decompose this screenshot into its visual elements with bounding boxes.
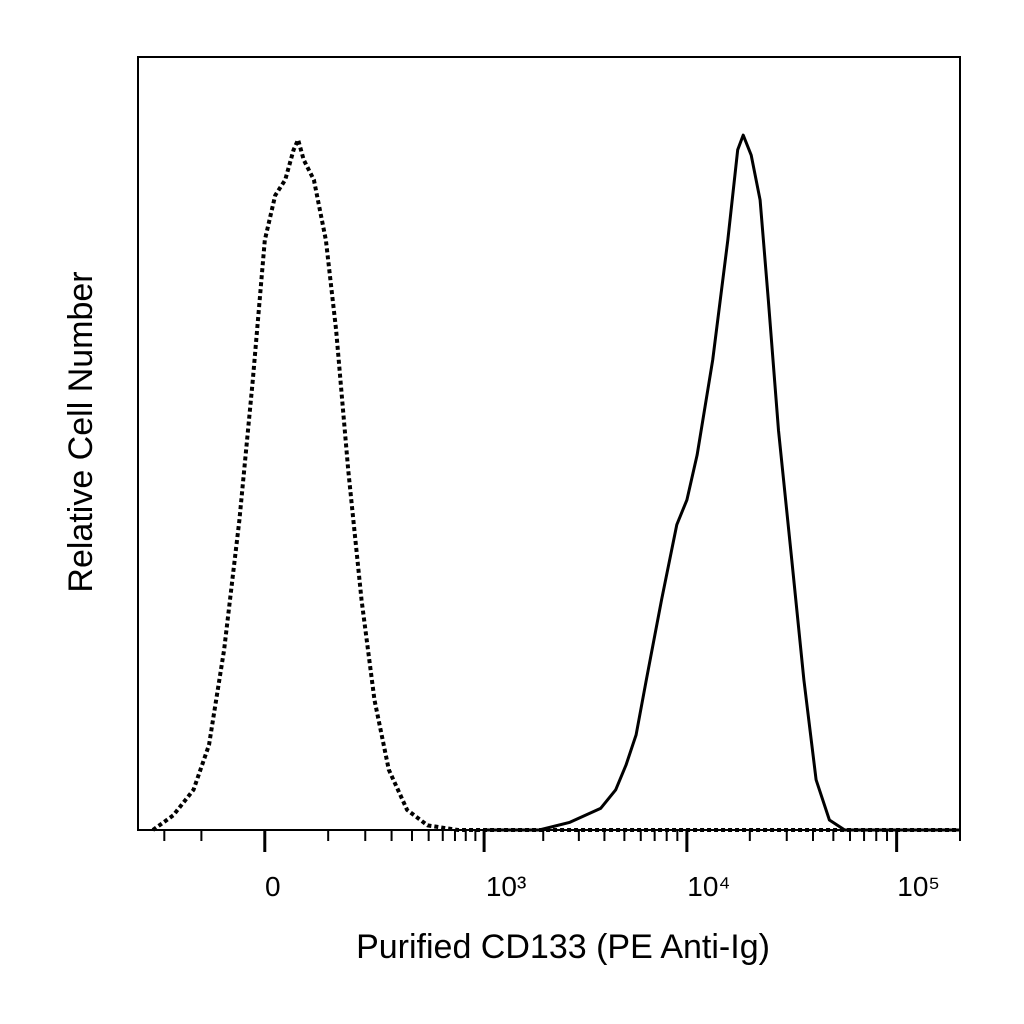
x-tick-label: 10⁴ [687, 871, 730, 902]
y-axis-label: Relative Cell Number [62, 271, 100, 592]
plot-frame [137, 56, 961, 831]
histogram-line [484, 133, 960, 832]
histogram-line [151, 137, 960, 832]
x-axis-label: Purified CD133 (PE Anti-Ig) [356, 928, 770, 966]
x-tick-label: 0 [265, 871, 281, 902]
x-tick-label: 10⁵ [897, 871, 940, 902]
x-tick-label: 10³ [486, 871, 526, 902]
